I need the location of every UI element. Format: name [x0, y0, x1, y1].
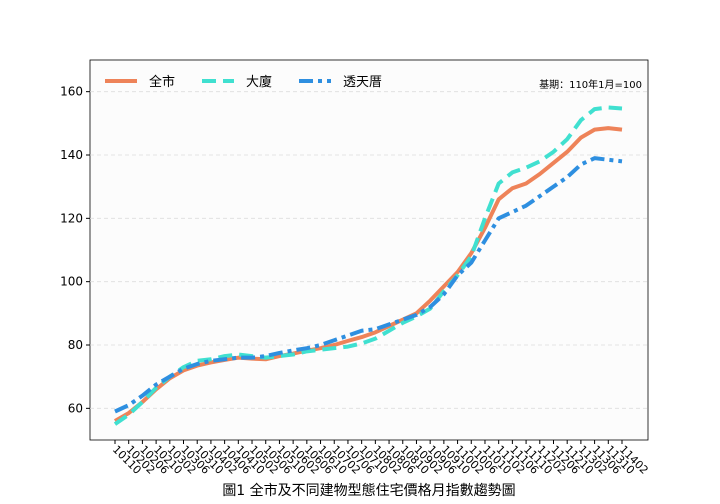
y-tick-label: 140	[60, 148, 83, 162]
y-tick-label: 60	[68, 401, 83, 415]
plot-area	[89, 59, 649, 441]
chart-title: 圖1 全市及不同建物型態住宅價格月指數趨勢圖	[222, 482, 515, 499]
legend-label: 透天厝	[343, 75, 382, 90]
annotation: 基期：110年1月=100	[539, 78, 642, 91]
y-tick-label: 80	[68, 338, 83, 352]
line-series	[113, 105, 623, 426]
legend-label: 全市	[149, 74, 175, 90]
legend-label: 大廈	[246, 74, 272, 90]
y-tick-label: 100	[60, 275, 83, 289]
line-series	[114, 156, 623, 414]
y-tick-label: 160	[60, 85, 83, 99]
y-tick-label: 120	[60, 211, 83, 225]
